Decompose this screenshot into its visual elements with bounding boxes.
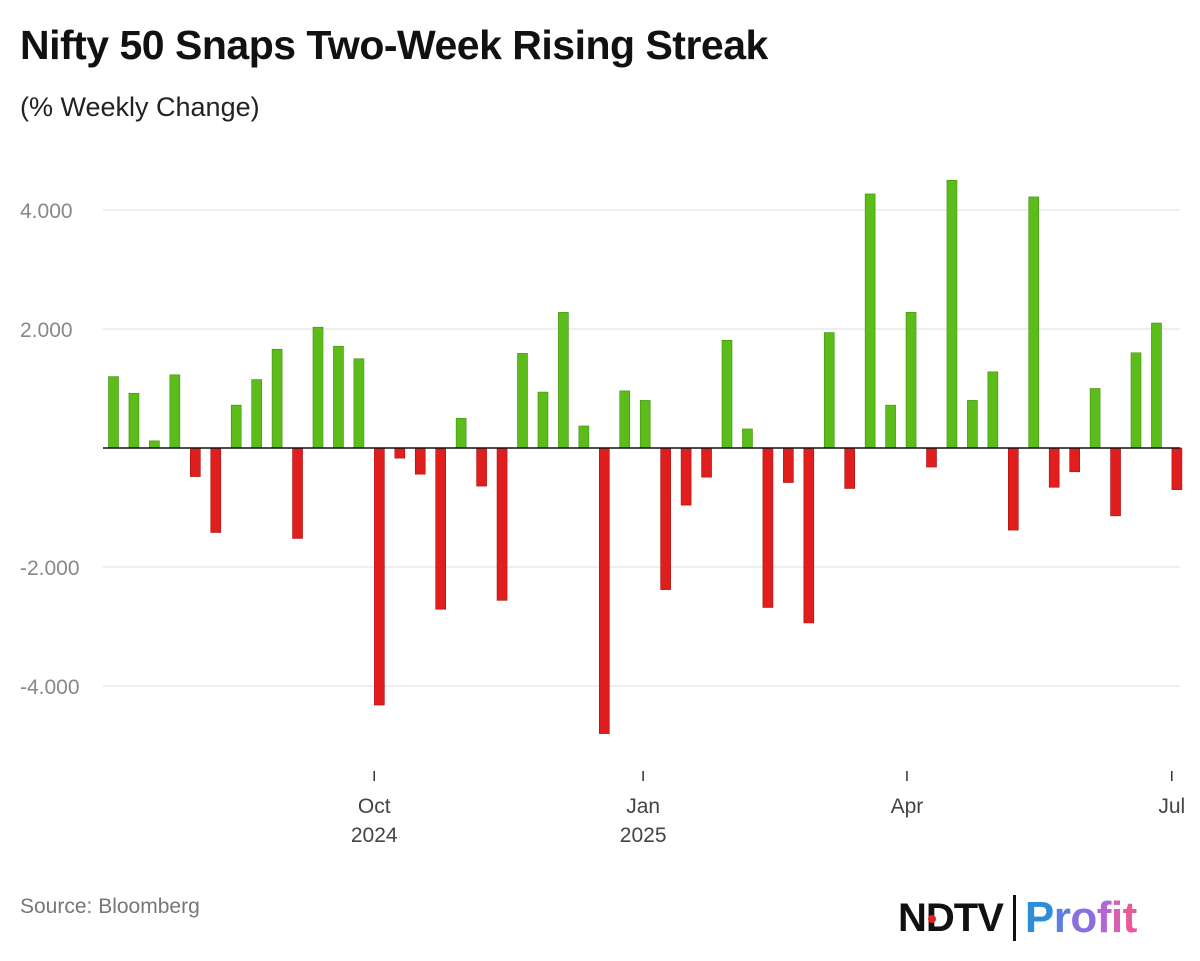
chart-title: Nifty 50 Snaps Two-Week Rising Streak [20,22,768,68]
bar [762,447,774,608]
bar [292,447,303,539]
x-axis-ticks: Oct 2024 Jan 2025 Apr Jul [351,771,1185,847]
grid-lines [103,209,1180,687]
bar [312,326,324,449]
y-tick-label: 2.000 [20,319,73,342]
bar [1089,388,1101,449]
x-tick-label: Apr [891,795,924,818]
y-axis-ticks: 4.000 2.000 -2.000 -4.000 [20,200,80,699]
bar [619,390,631,449]
bar [149,440,160,449]
bar [926,447,937,468]
bar [1028,196,1040,449]
bar [558,312,569,449]
bar [823,332,835,449]
bar [496,447,508,601]
x-tick-label: Jul [1158,795,1185,818]
logo-profit: Profit [1024,893,1137,942]
bar [476,447,487,487]
bar [844,447,856,489]
bar [128,392,140,449]
bar [946,179,958,449]
bar [353,358,365,449]
bar [598,447,610,734]
ndtv-profit-logo: NDTV Profit [898,892,1137,944]
bar [333,345,344,449]
chart-subtitle: (% Weekly Change) [20,92,260,122]
bar [639,400,651,449]
bars [108,179,1183,734]
x-tick-year-label: 2025 [620,824,667,847]
bar [108,376,119,449]
y-tick-label: 4.000 [20,200,73,223]
x-tick-year-label: 2024 [351,824,398,847]
logo-separator [1012,895,1016,941]
bar [1048,447,1060,488]
bar [905,312,917,449]
bar [435,447,447,610]
y-tick-label: -2.000 [20,557,80,580]
source-note: Source: Bloomberg [20,895,200,918]
bar [190,447,201,477]
bar [1069,447,1080,473]
bar [169,374,181,449]
bar [1110,447,1121,517]
bar [783,447,794,483]
bar [374,447,385,706]
bar [721,340,733,449]
bar [701,447,712,478]
bar [251,379,262,449]
x-tick-label: Jan [626,795,660,818]
bar [885,404,896,449]
bar [455,417,467,449]
bar [742,428,753,449]
bar [517,353,528,449]
x-tick-label: Oct [358,795,391,818]
bar [1151,322,1162,449]
logo-ndtv: NDTV [898,896,1004,940]
bar [680,447,692,506]
bar [1130,352,1142,449]
bar [864,193,876,449]
bar [987,371,999,449]
bar [1171,447,1183,490]
bar [578,425,590,449]
bar [414,447,426,475]
bar [230,404,242,449]
bar [967,400,978,449]
bar [210,447,222,533]
bar [537,391,549,449]
bar-chart: 4.000 2.000 -2.000 -4.000 Oct 2024 Jan 2025 Apr… [20,179,1185,847]
bar [803,447,815,624]
bar [271,348,283,449]
bar [660,447,671,590]
bar [394,447,406,459]
bar [1007,447,1019,531]
y-tick-label: -4.000 [20,676,80,699]
